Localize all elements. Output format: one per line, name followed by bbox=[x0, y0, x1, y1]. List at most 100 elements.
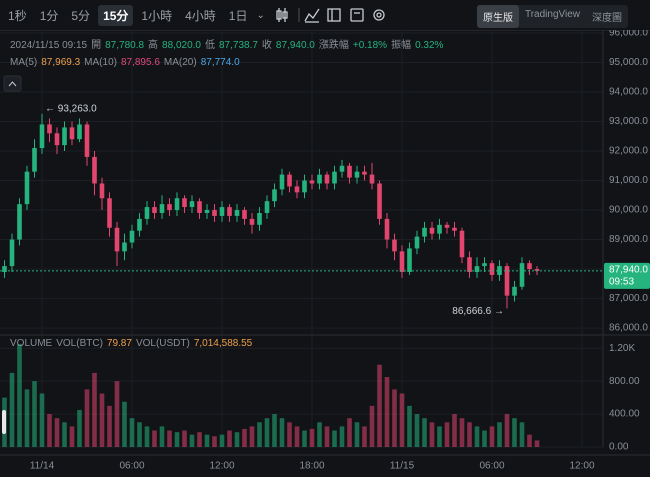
candle-body bbox=[174, 198, 180, 211]
candle-body bbox=[467, 257, 472, 273]
interval-button[interactable]: 1日 bbox=[228, 8, 248, 23]
volume-bar bbox=[159, 426, 165, 447]
indicator-icon[interactable] bbox=[304, 8, 320, 23]
volume-bar bbox=[122, 401, 127, 447]
candle-body bbox=[272, 189, 277, 202]
candle-body bbox=[92, 156, 97, 184]
volume-bar bbox=[369, 405, 375, 447]
volume-bar bbox=[152, 430, 157, 447]
candle-body bbox=[9, 239, 15, 267]
ma-value: 87,895.6 bbox=[121, 57, 160, 68]
interval-button[interactable]: 5分 bbox=[71, 8, 91, 23]
ma-name: MA(10) bbox=[84, 57, 117, 68]
volume-bar bbox=[107, 405, 112, 447]
candle-body bbox=[437, 224, 442, 234]
volume-bar bbox=[294, 426, 300, 447]
interval-button[interactable]: 15分 bbox=[98, 4, 134, 26]
y2-tick-label: 0.00 bbox=[609, 442, 629, 453]
candle-body bbox=[429, 227, 435, 234]
y-tick-label: 87,000.0 bbox=[609, 293, 648, 304]
volume-bar bbox=[272, 414, 277, 447]
volume-bar bbox=[69, 426, 75, 447]
ma-name: MA(5) bbox=[10, 57, 37, 68]
volume-bar bbox=[489, 426, 495, 447]
x-tick-label: 11/14 bbox=[30, 461, 55, 472]
candle-body bbox=[422, 227, 427, 237]
x-tick-label: 11/15 bbox=[390, 461, 415, 472]
candle-body bbox=[309, 180, 315, 184]
candle-body bbox=[84, 124, 90, 157]
view-button[interactable]: 原生版 bbox=[476, 5, 519, 28]
candle-body bbox=[107, 198, 112, 228]
candle-body bbox=[399, 251, 405, 273]
y-tick-label: 92,000.0 bbox=[609, 146, 648, 157]
candle-body bbox=[219, 207, 225, 216]
candle-type-icon[interactable] bbox=[276, 8, 288, 22]
volume-bar bbox=[459, 418, 465, 447]
collapse-button[interactable] bbox=[3, 75, 22, 92]
volume-bar bbox=[339, 426, 345, 447]
candle-body bbox=[144, 207, 150, 219]
candle-body bbox=[122, 242, 127, 252]
volume-bar bbox=[129, 418, 135, 447]
volume-bar bbox=[347, 418, 352, 447]
volume-bar bbox=[234, 432, 240, 447]
settings-icon[interactable] bbox=[373, 9, 385, 21]
interval-button[interactable]: 1小時 bbox=[141, 8, 173, 23]
volume-bar bbox=[497, 422, 502, 447]
more-intervals[interactable]: ⌄ bbox=[256, 9, 265, 21]
view-button[interactable]: TradingView bbox=[524, 9, 580, 20]
candle-body bbox=[2, 266, 7, 273]
volume-bar bbox=[474, 426, 480, 447]
y-tick-label: 94,000.0 bbox=[609, 87, 648, 98]
candle-body bbox=[317, 174, 322, 184]
layout-icon[interactable] bbox=[327, 8, 341, 22]
candle-body bbox=[347, 165, 352, 178]
candle-body bbox=[189, 201, 195, 208]
info-row: MA(5) 87,969.3 MA(10) 87,895.6 MA(20) 87,774.… bbox=[10, 57, 240, 68]
interval-button[interactable]: 4小時 bbox=[185, 8, 216, 23]
volume-bar bbox=[47, 414, 52, 447]
candle-body bbox=[519, 263, 525, 287]
volume-bar bbox=[219, 434, 225, 447]
candle-body bbox=[414, 236, 420, 249]
volume-bar bbox=[452, 414, 457, 447]
ma-value: 87,969.3 bbox=[41, 57, 80, 68]
y-tick-label: 91,000.0 bbox=[609, 175, 648, 186]
candle-body bbox=[47, 124, 52, 134]
candle-body bbox=[384, 218, 390, 240]
volume-bar bbox=[414, 414, 420, 447]
volume-bar bbox=[249, 426, 255, 447]
info-row: 2024/11/15 09:15 開 87,780.8 高 88,020.0 低 87,73… bbox=[10, 38, 444, 51]
info-value: 87,738.7 bbox=[219, 40, 258, 51]
replay-icon[interactable] bbox=[350, 8, 364, 22]
tool-icons bbox=[276, 8, 385, 23]
candle-body bbox=[444, 224, 450, 228]
candle-body bbox=[212, 210, 217, 216]
candle-body bbox=[227, 207, 232, 216]
candle-body bbox=[392, 239, 397, 252]
view-button[interactable]: 深度圖 bbox=[592, 13, 622, 24]
y-tick-label: 96,000.0 bbox=[609, 30, 648, 39]
volume-bar bbox=[204, 434, 210, 447]
y-tick-label: 90,000.0 bbox=[609, 205, 648, 216]
y-tick-label: 93,000.0 bbox=[609, 116, 648, 127]
view-switch: 原生版 TradingView 深度圖 bbox=[476, 5, 628, 28]
volume-bar bbox=[32, 381, 37, 447]
volume-bar bbox=[114, 381, 120, 447]
volume-bar bbox=[482, 430, 487, 447]
interval-button[interactable]: 1分 bbox=[39, 8, 59, 23]
candle-body bbox=[527, 263, 532, 270]
info-time: 2024/11/15 09:15 bbox=[10, 40, 88, 51]
candle-body bbox=[257, 212, 262, 225]
volume-bar bbox=[437, 426, 442, 447]
candle-body bbox=[279, 174, 285, 190]
last-price-box bbox=[604, 262, 650, 289]
volume-bar bbox=[392, 389, 397, 447]
candle-body bbox=[264, 201, 270, 213]
candle-body bbox=[152, 207, 157, 213]
interval-button[interactable]: 1秒 bbox=[8, 8, 27, 23]
x-tick-label: 12:00 bbox=[209, 461, 234, 472]
info-value: 87,780.8 bbox=[105, 40, 144, 51]
candle-body bbox=[137, 218, 142, 231]
